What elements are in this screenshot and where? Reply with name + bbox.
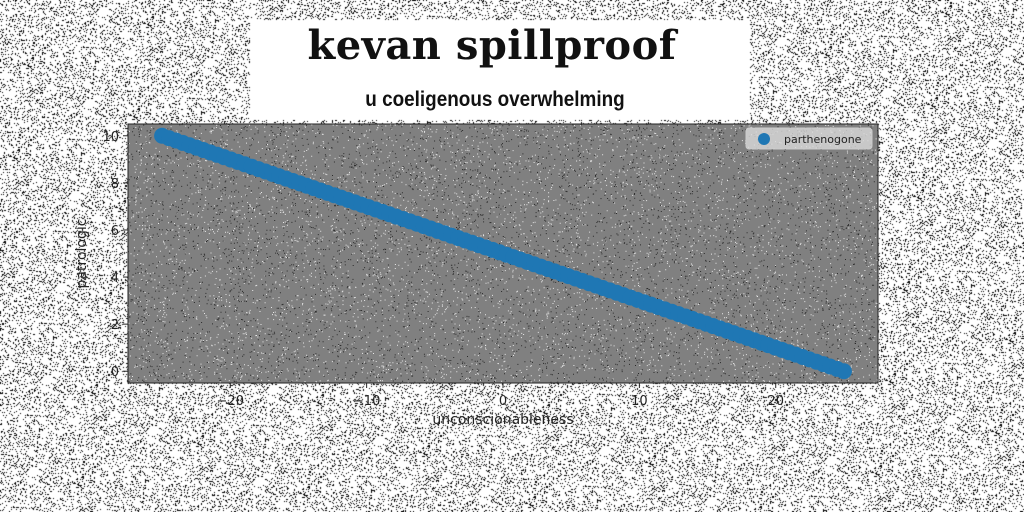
- page-title: kevan spillproof: [307, 22, 677, 69]
- chart-subtitle: u coeligenous overwhelming: [365, 88, 625, 111]
- y-tick-label: 4: [111, 271, 119, 286]
- legend-label: parthenogone: [784, 133, 862, 146]
- series-points: [154, 127, 852, 380]
- x-axis: −20 −10 0 10 20: [217, 383, 784, 409]
- y-axis-label: patrologic: [74, 219, 90, 289]
- x-tick-label: 0: [499, 394, 507, 409]
- x-tick-label: −10: [353, 394, 380, 409]
- x-axis-label: unconscionableness: [432, 412, 573, 428]
- legend-marker: [758, 133, 770, 145]
- y-tick-label: 10: [102, 130, 119, 145]
- y-tick-label: 8: [111, 177, 119, 192]
- x-tick-label: 20: [767, 394, 784, 409]
- y-axis: 0 2 4 6 8 10: [102, 130, 128, 380]
- y-tick-label: 0: [111, 365, 119, 380]
- legend: parthenogone: [745, 127, 873, 150]
- x-tick-label: −20: [217, 394, 244, 409]
- legend-box: [745, 127, 873, 150]
- y-tick-label: 2: [111, 318, 119, 333]
- data-point: [835, 363, 852, 380]
- y-tick-label: 6: [111, 224, 119, 239]
- x-tick-label: 10: [631, 394, 648, 409]
